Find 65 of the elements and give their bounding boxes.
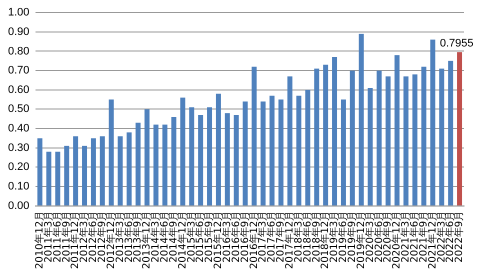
bar [368,88,373,206]
bar [421,66,426,206]
bar [162,124,168,206]
bar [252,66,257,206]
bar [153,124,158,206]
bar [189,107,194,206]
x-tick-label: 2014年12月 [176,210,188,270]
x-tick-label: 2021年12月 [426,210,438,270]
bar [37,138,42,206]
bar [448,60,454,206]
bar [82,146,88,206]
bar [126,132,132,206]
x-tick-label: 2021年6月 [408,210,420,263]
bar [296,96,302,206]
bar [73,136,78,206]
bar [305,90,310,206]
bar [198,115,204,206]
bar [314,68,320,206]
y-tick-label: 0.40 [8,122,30,135]
bar [323,64,328,206]
bar [46,152,52,206]
x-tick-label: 2014年6月 [158,210,170,263]
bar [376,70,382,206]
bar [340,100,346,206]
bar [412,74,418,206]
y-tick-label: 0.70 [8,64,30,77]
bar [55,152,60,206]
bar [207,107,212,206]
bar [350,70,355,206]
bar [100,136,105,206]
bar [144,109,150,206]
bar [180,98,186,206]
bar [358,34,364,206]
bar [270,96,275,206]
y-tick-label: 0.30 [8,142,30,154]
y-tick-label: 0.80 [8,45,30,58]
bar [260,101,266,206]
bar [90,138,96,206]
bar [278,100,284,206]
bar [171,116,176,206]
y-tick-label: 0.90 [8,26,30,38]
data-label: 0.7955 [440,38,474,50]
bar [403,76,408,206]
y-tick-label: 0.50 [8,103,30,116]
bar [457,52,462,206]
bar [234,115,239,206]
bar [242,101,248,206]
x-tick-label: 2022年9月 [453,210,466,263]
y-tick-label: 0.00 [8,200,30,212]
bar [287,76,292,206]
y-tick-label: 1.00 [8,6,30,19]
bar [108,100,114,206]
y-tick-label: 0.20 [8,161,30,174]
bar [332,57,338,206]
bar [136,122,141,206]
bar [224,113,230,206]
bar [430,40,436,206]
bar [64,146,70,206]
y-tick-label: 0.60 [8,84,30,96]
bar [118,136,123,206]
bar [439,68,444,206]
bar [394,55,400,206]
bar [386,76,391,206]
y-tick-label: 0.10 [8,180,30,193]
bar [216,94,221,206]
